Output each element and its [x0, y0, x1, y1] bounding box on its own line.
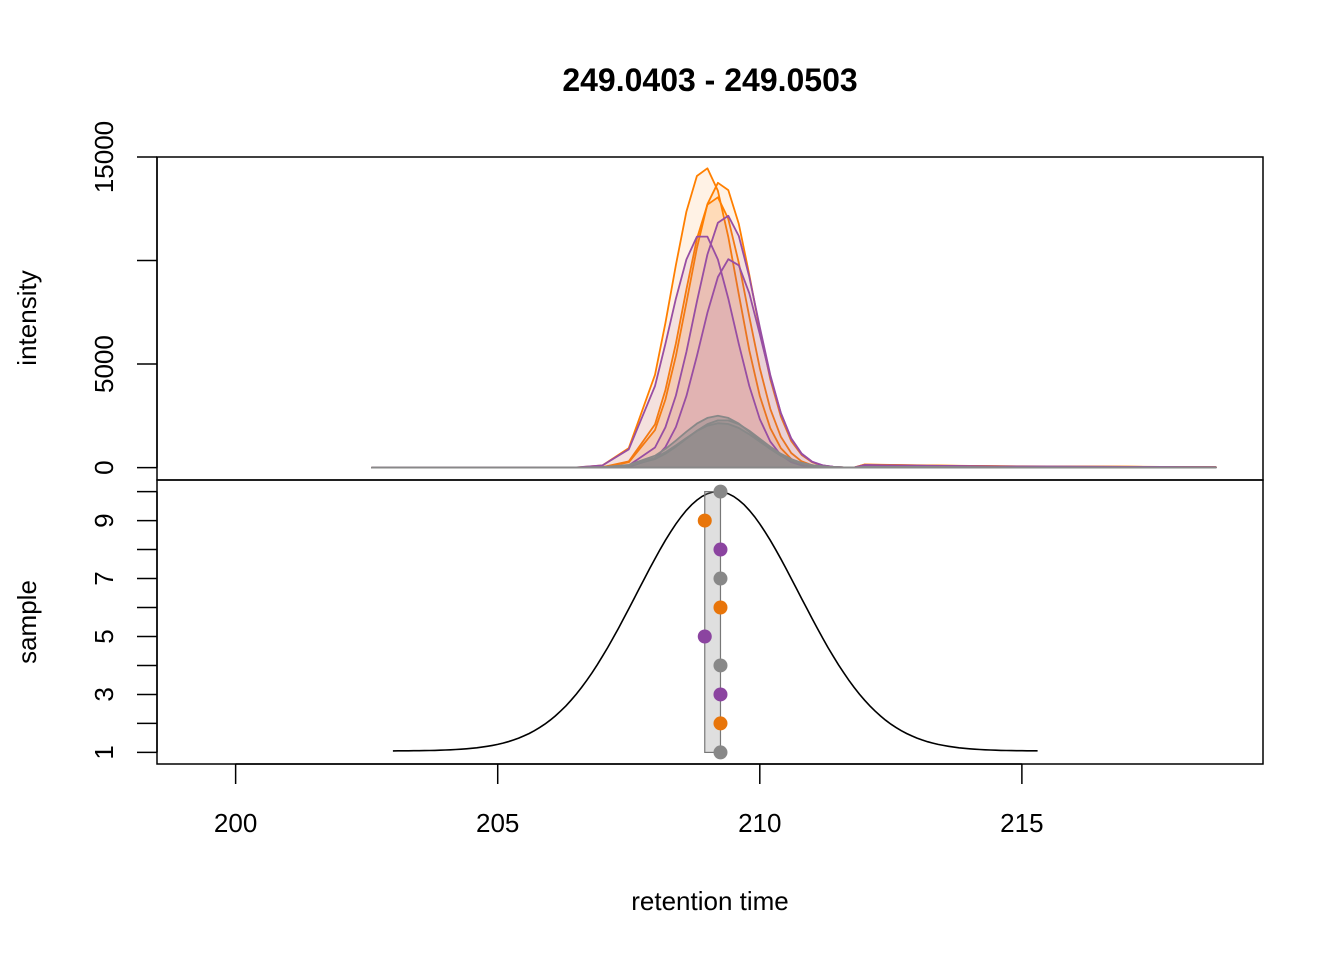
retention-time-tick-label-200: 200	[214, 808, 257, 838]
sample-point-10	[713, 484, 728, 499]
intensity-series-3	[371, 196, 1217, 469]
intensity-series-5	[371, 235, 1217, 469]
sample-point-2	[713, 716, 728, 731]
sample-marks-group	[392, 484, 1038, 760]
sample-tick-label-5: 5	[89, 629, 119, 643]
retention-time-x-axis: 200 205 210 215	[214, 763, 1044, 838]
chart-title: 249.0403 - 249.0503	[562, 62, 857, 98]
retention-time-tick-label-215: 215	[1000, 808, 1043, 838]
intensity-y-axis: 0 5000 15000	[89, 121, 158, 475]
retention-time-tick-label-210: 210	[738, 808, 781, 838]
rt-range-band	[704, 490, 722, 754]
sample-point-7	[713, 571, 728, 586]
intensity-series-1	[371, 167, 1217, 469]
sample-point-9	[697, 513, 712, 528]
retention-time-tick-label-205: 205	[476, 808, 519, 838]
retention-time-axis-title: retention time	[631, 886, 789, 916]
sample-point-1	[713, 745, 728, 760]
sample-point-6	[713, 600, 728, 615]
sample-point-4	[713, 658, 728, 673]
sample-point-8	[713, 542, 728, 557]
sample-tick-label-1: 1	[89, 745, 119, 759]
intensity-series-4	[371, 214, 1217, 469]
intensity-series-2	[371, 181, 1217, 469]
intensity-series-6	[371, 258, 1217, 469]
sample-y-axis: 1 3 5 7 9	[89, 490, 158, 760]
sample-panel: 1 3 5 7 9 200 205 210 215 sample retention time	[12, 479, 1264, 916]
sample-axis-title: sample	[12, 580, 42, 664]
sample-tick-label-3: 3	[89, 687, 119, 701]
intensity-tick-label-15000: 15000	[89, 121, 119, 193]
intensity-tick-label-5000: 5000	[89, 335, 119, 393]
sample-tick-label-9: 9	[89, 513, 119, 527]
intensity-tick-label-0: 0	[89, 460, 119, 474]
intensity-axis-title: intensity	[12, 270, 42, 365]
intensity-panel: 0 5000 15000 intensity	[12, 121, 1264, 481]
intensity-series-group	[371, 167, 1217, 469]
intensity-series-9	[371, 422, 1217, 469]
sample-point-3	[713, 687, 728, 702]
sample-tick-label-7: 7	[89, 571, 119, 585]
sample-point-5	[697, 629, 712, 644]
